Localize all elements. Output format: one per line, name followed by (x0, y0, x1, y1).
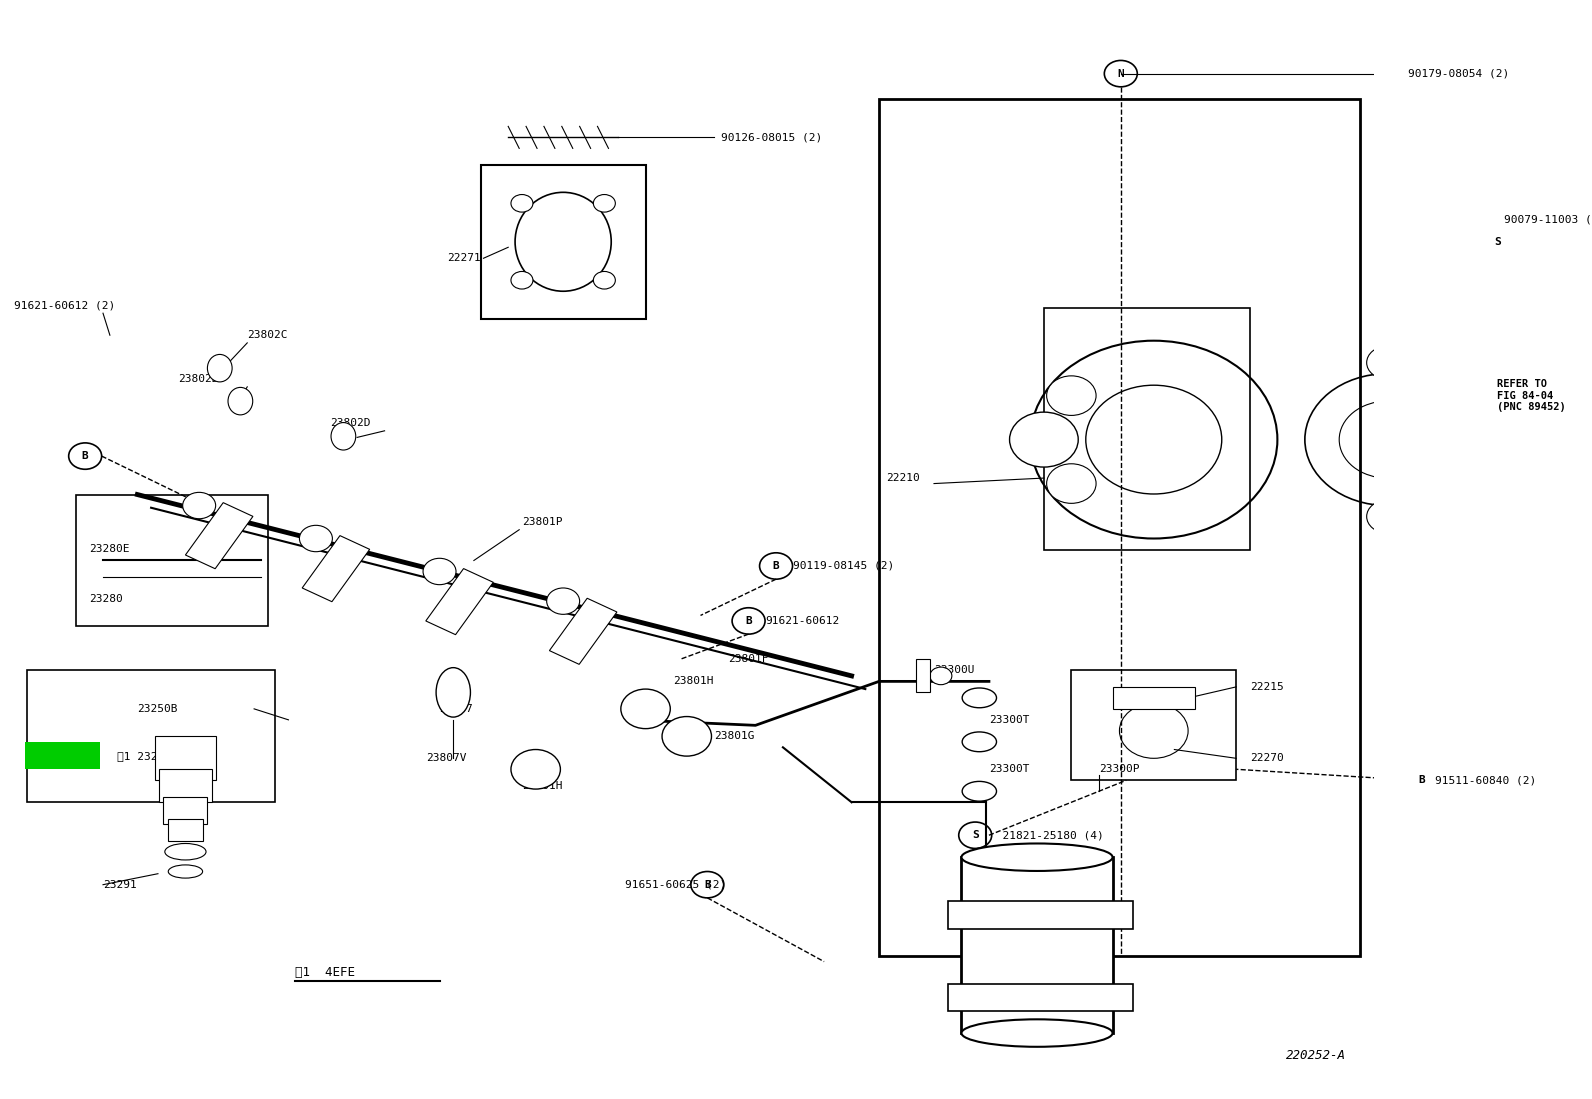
Bar (75, 495, 267, 626)
Text: REFER TO
FIG 84-04
(PNC 89452): REFER TO FIG 84-04 (PNC 89452) (1496, 379, 1567, 412)
Ellipse shape (962, 732, 997, 752)
Circle shape (621, 689, 670, 729)
Circle shape (1009, 412, 1078, 467)
Bar (947, 901, 1134, 929)
Bar (159, 769, 212, 802)
Bar (879, 99, 1360, 956)
Text: 90079-11003 (2): 90079-11003 (2) (1504, 214, 1592, 225)
Bar (27, 670, 275, 802)
Ellipse shape (436, 667, 471, 718)
Text: 90119-08145 (2): 90119-08145 (2) (793, 560, 893, 571)
Text: 23801H: 23801H (522, 780, 562, 791)
Text: 22210: 22210 (887, 473, 920, 484)
Text: 23807V: 23807V (425, 753, 466, 764)
Circle shape (1366, 500, 1407, 533)
Text: 23802D: 23802D (178, 374, 220, 385)
Ellipse shape (228, 388, 253, 414)
Text: ※1  4EFE: ※1 4EFE (295, 966, 355, 979)
Bar (154, 736, 215, 780)
Text: 91621-60612 (2): 91621-60612 (2) (14, 300, 115, 311)
Text: 23300T: 23300T (989, 714, 1030, 725)
Circle shape (930, 667, 952, 685)
Text: 23300T: 23300T (989, 764, 1030, 775)
Bar (425, 568, 494, 635)
Ellipse shape (331, 423, 355, 451)
Bar (25, 742, 100, 769)
Text: 21821-25180 (4): 21821-25180 (4) (989, 830, 1103, 841)
Text: 23801G: 23801G (715, 731, 755, 742)
Ellipse shape (962, 1020, 1113, 1046)
Bar (962, 857, 1113, 1033)
Text: 23280E: 23280E (89, 544, 131, 555)
Circle shape (1366, 346, 1407, 379)
Bar (1071, 670, 1235, 780)
Bar (185, 502, 253, 568)
Circle shape (594, 195, 616, 212)
Circle shape (423, 558, 455, 585)
Text: 220252-A: 220252-A (1286, 1048, 1347, 1062)
Circle shape (511, 271, 533, 289)
Ellipse shape (166, 844, 205, 859)
Circle shape (1046, 376, 1095, 415)
Text: 90126-08015 (2): 90126-08015 (2) (721, 132, 823, 143)
Circle shape (183, 492, 215, 519)
Text: 23801F: 23801F (728, 654, 769, 665)
Text: 23807: 23807 (439, 703, 473, 714)
Text: B: B (704, 879, 710, 890)
Text: 22270: 22270 (1250, 753, 1283, 764)
Bar (1113, 687, 1196, 709)
Text: 23291: 23291 (103, 879, 137, 890)
Ellipse shape (207, 354, 232, 382)
Text: ※1 23250C: ※1 23250C (116, 751, 177, 762)
Ellipse shape (169, 865, 202, 878)
Text: 91511-60840 (2): 91511-60840 (2) (1436, 775, 1536, 786)
Text: 23250B: 23250B (137, 703, 178, 714)
Text: B: B (772, 560, 780, 571)
Bar (302, 535, 369, 602)
Circle shape (299, 525, 333, 552)
Text: B: B (1418, 775, 1425, 786)
Text: 23802C: 23802C (247, 330, 288, 341)
Bar (164, 797, 207, 824)
Bar (549, 598, 618, 664)
Text: S: S (1493, 236, 1501, 247)
Circle shape (662, 717, 712, 756)
Text: 23280: 23280 (89, 593, 123, 604)
Text: S: S (971, 830, 979, 841)
Text: 23300P: 23300P (1098, 764, 1140, 775)
Text: 23802D: 23802D (330, 418, 371, 429)
Circle shape (511, 750, 560, 789)
Bar (1044, 308, 1250, 550)
Bar (915, 659, 930, 692)
Bar (947, 984, 1134, 1011)
Text: 91651-60625 (2): 91651-60625 (2) (626, 879, 726, 890)
Ellipse shape (962, 688, 997, 708)
Bar (167, 819, 204, 841)
Text: 23801P: 23801P (522, 517, 562, 528)
Text: 23300U: 23300U (935, 665, 974, 676)
Text: B: B (81, 451, 89, 462)
Circle shape (594, 271, 616, 289)
Text: 23801H: 23801H (673, 676, 713, 687)
Text: 91621-60612: 91621-60612 (766, 615, 839, 626)
Text: 22271: 22271 (447, 253, 481, 264)
Circle shape (546, 588, 579, 614)
Circle shape (1046, 464, 1095, 503)
Text: 90179-08054 (2): 90179-08054 (2) (1407, 68, 1509, 79)
Circle shape (511, 195, 533, 212)
Text: N: N (1118, 68, 1124, 79)
Ellipse shape (962, 781, 997, 801)
Text: 23250: 23250 (27, 750, 64, 763)
Bar (481, 165, 646, 319)
Text: 22215: 22215 (1250, 681, 1283, 692)
Text: B: B (745, 615, 751, 626)
Ellipse shape (962, 844, 1113, 870)
